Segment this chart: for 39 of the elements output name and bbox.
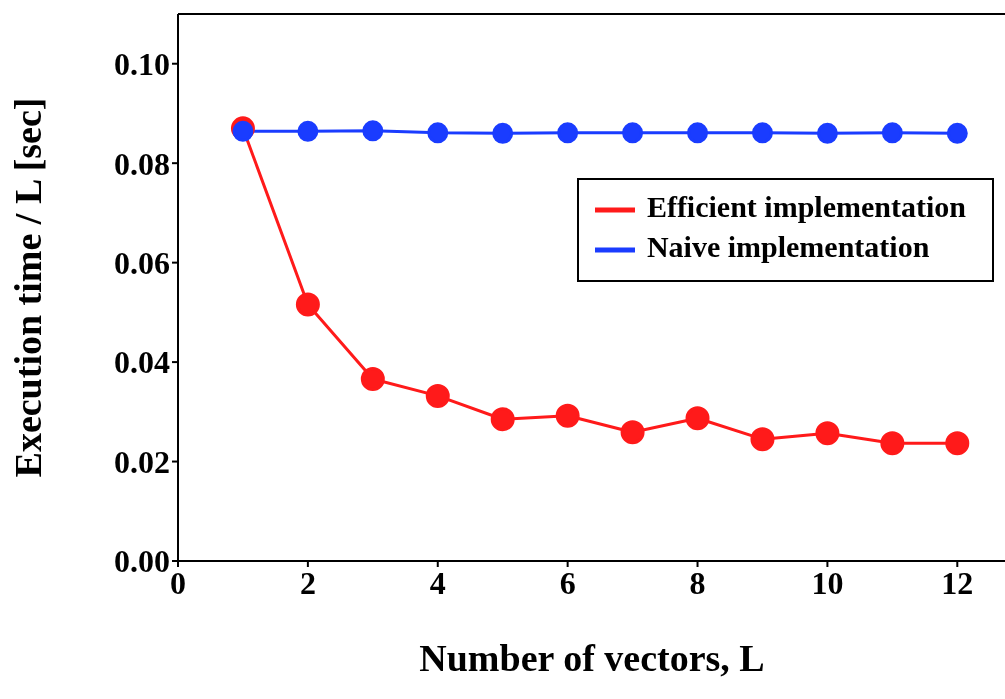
point [880,431,905,456]
point [946,122,968,144]
y-tick-label: 0.08 [114,145,170,182]
x-tick-label: 4 [429,564,446,601]
y-tick-label: 0.02 [114,443,170,480]
point [490,407,515,432]
point [945,431,970,456]
legend-label: Efficient implementation [646,190,966,223]
point [751,122,773,144]
point [555,403,580,428]
y-tick-label: 0.06 [114,245,170,281]
point [360,367,385,391]
point [425,383,450,408]
point [295,292,320,317]
point [750,427,775,452]
point [557,122,579,144]
y-tick-label: 0.00 [114,543,170,580]
x-tick-label: 6 [559,564,576,601]
x-tick-label: 10 [811,564,844,601]
point [881,122,903,144]
point [816,122,838,144]
point [427,122,449,144]
y-tick-label: 0.04 [114,344,170,381]
legend-label: Naive implementation [646,230,930,264]
x-tick-label: 2 [299,564,316,601]
x-tick-label: 8 [689,564,706,601]
point [362,120,384,142]
x-axis-title: Number of vectors, L [419,637,765,679]
point [687,122,709,144]
y-axis-title: Execution time / L [sec] [7,97,50,478]
point [815,421,840,446]
point [622,122,644,144]
point [492,122,514,144]
y-tick-label: 0.10 [114,46,170,83]
point [620,420,645,445]
x-tick-label: 0 [170,564,186,601]
point [685,406,710,431]
point [297,120,319,142]
x-tick-label: 12 [941,564,974,601]
